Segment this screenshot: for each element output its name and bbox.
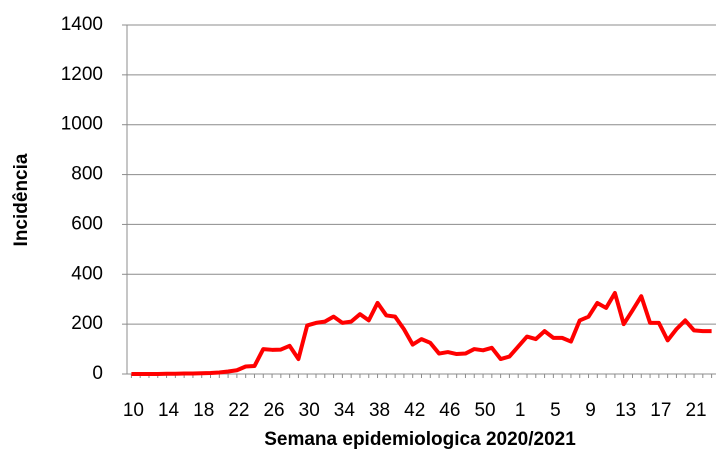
x-axis-title: Semana epidemiologica 2020/2021 [264,429,576,450]
x-tick-label: 18 [193,400,214,421]
x-tick-label: 34 [334,400,356,421]
x-tick-label: 13 [615,400,636,421]
x-tick-label: 1 [515,400,526,421]
x-tick-label: 9 [585,400,596,421]
x-tick-label: 17 [650,400,671,421]
x-tick-label: 5 [550,400,561,421]
y-tick-label: 0 [92,363,103,384]
x-tick-label: 42 [404,400,425,421]
x-tick-label: 38 [369,400,390,421]
y-tick-label: 400 [71,263,103,284]
y-tick-label: 1400 [61,14,103,35]
data-line [131,290,712,376]
y-tick-label: 1000 [61,114,103,135]
y-tick-label: 800 [71,164,103,185]
x-tick-label: 30 [299,400,320,421]
y-tick-label: 200 [71,313,103,334]
x-tick-label: 14 [158,400,180,421]
y-tick-label: 600 [71,213,103,234]
x-tick-label: 22 [228,400,249,421]
x-tick-label: 50 [474,400,495,421]
x-tick-label: 46 [439,400,460,421]
y-tick-label: 1200 [61,64,103,85]
x-tick-label: 21 [685,400,706,421]
x-tick-label: 10 [123,400,144,421]
y-axis-title: Incidência [11,153,32,246]
x-tick-label: 26 [263,400,284,421]
